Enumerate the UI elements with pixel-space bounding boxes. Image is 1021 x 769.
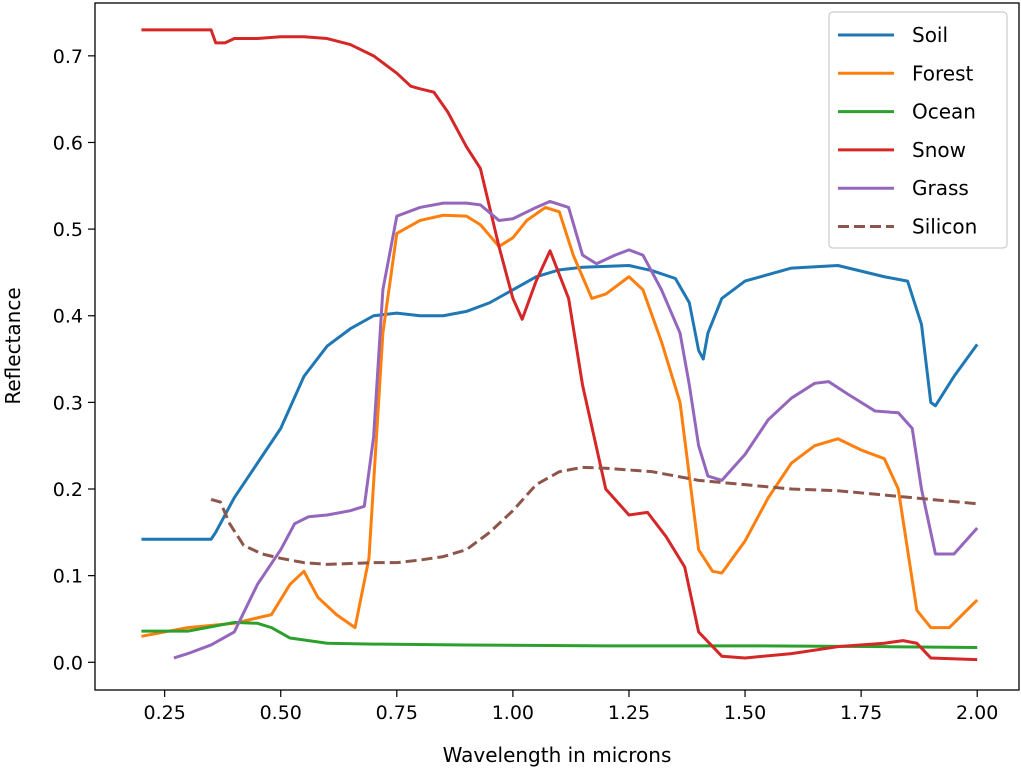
x-tick-label: 1.50	[724, 702, 766, 724]
x-tick-label: 1.25	[608, 702, 650, 724]
x-tick-label: 0.75	[376, 702, 418, 724]
y-tick-label: 0.2	[53, 479, 83, 501]
legend-label-forest: Forest	[912, 61, 974, 85]
legend-label-snow: Snow	[912, 138, 966, 162]
legend-label-ocean: Ocean	[912, 100, 976, 124]
x-tick-label: 1.75	[840, 702, 882, 724]
y-axis-label: Reflectance	[1, 287, 25, 404]
series-line-silicon	[210, 465, 978, 566]
series-line-forest	[141, 205, 979, 638]
series-line-ocean	[141, 620, 978, 650]
x-tick-label: 2.00	[956, 702, 998, 724]
y-tick-label: 0.1	[53, 566, 83, 588]
y-tick-label: 0.5	[53, 219, 83, 241]
legend-label-grass: Grass	[912, 176, 969, 200]
x-axis: 0.25 0.50 0.75 1.00 1.25 1.50 1.75 2.00	[143, 690, 998, 724]
y-tick-label: 0.7	[53, 46, 83, 68]
y-tick-label: 0.6	[53, 132, 83, 154]
series-line-grass	[173, 199, 979, 660]
series-layer	[141, 28, 979, 662]
y-tick-label: 0.0	[53, 652, 83, 674]
legend-label-silicon: Silicon	[912, 215, 977, 239]
legend-box	[828, 11, 1008, 249]
x-tick-label: 0.25	[143, 702, 185, 724]
y-tick-label: 0.3	[53, 392, 83, 414]
legend: Soil Forest Ocean Snow Grass Silicon	[828, 11, 1008, 249]
x-tick-label: 1.00	[492, 702, 534, 724]
y-axis: 0.0 0.1 0.2 0.3 0.4 0.5 0.6 0.7	[53, 46, 95, 674]
x-tick-label: 0.50	[260, 702, 302, 724]
series-line-soil	[141, 264, 979, 541]
legend-label-soil: Soil	[912, 23, 948, 47]
y-tick-label: 0.4	[53, 306, 83, 328]
series-line-snow	[141, 28, 978, 662]
plot-frame	[94, 2, 1020, 691]
x-axis-label: Wavelength in microns	[443, 743, 672, 767]
